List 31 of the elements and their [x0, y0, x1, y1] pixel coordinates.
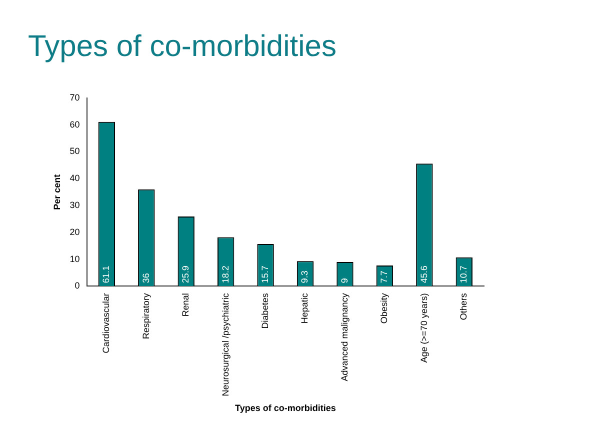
- y-tick-label: 20: [70, 226, 80, 237]
- y-tick-label: 40: [70, 173, 80, 184]
- chart-title: Types of co-morbidities: [28, 30, 336, 64]
- y-axis-title: Per cent: [52, 174, 62, 210]
- y-tick-label: 0: [74, 280, 80, 291]
- x-axis-title: Types of co-morbidities: [234, 403, 336, 414]
- data-label: 61.1: [101, 266, 112, 284]
- data-label: 36: [140, 273, 151, 284]
- data-label: 18.2: [220, 266, 230, 284]
- data-label: 15.7: [260, 266, 270, 284]
- y-tick-label: 50: [70, 146, 80, 156]
- x-tick-label: Others: [458, 292, 469, 320]
- data-label: 25.9: [180, 266, 191, 284]
- data-label: 9: [339, 278, 350, 284]
- y-tick-label: 70: [70, 92, 80, 102]
- x-tick-label: Advanced malignancy: [339, 292, 350, 382]
- x-tick-label: Neurosurgical /psychiatric: [220, 292, 230, 396]
- x-tick-label: Cardiovascular: [101, 293, 112, 354]
- y-tick-label: 30: [70, 200, 80, 210]
- data-label: 9.3: [300, 270, 310, 284]
- x-tick-label: Obesity: [379, 292, 390, 324]
- data-label: 45.6: [418, 266, 429, 284]
- x-tick-label: Renal: [180, 293, 191, 317]
- y-tick-label: 10: [70, 254, 80, 264]
- data-label: 7.7: [379, 270, 390, 284]
- x-tick-label: Age (>=70 years): [418, 293, 429, 363]
- data-label: 10.7: [458, 266, 469, 284]
- y-tick-label: 60: [70, 119, 80, 130]
- x-tick-label: Hepatic: [300, 292, 310, 324]
- x-tick-label: Diabetes: [260, 292, 270, 329]
- x-tick-label: Respiratory: [140, 292, 151, 340]
